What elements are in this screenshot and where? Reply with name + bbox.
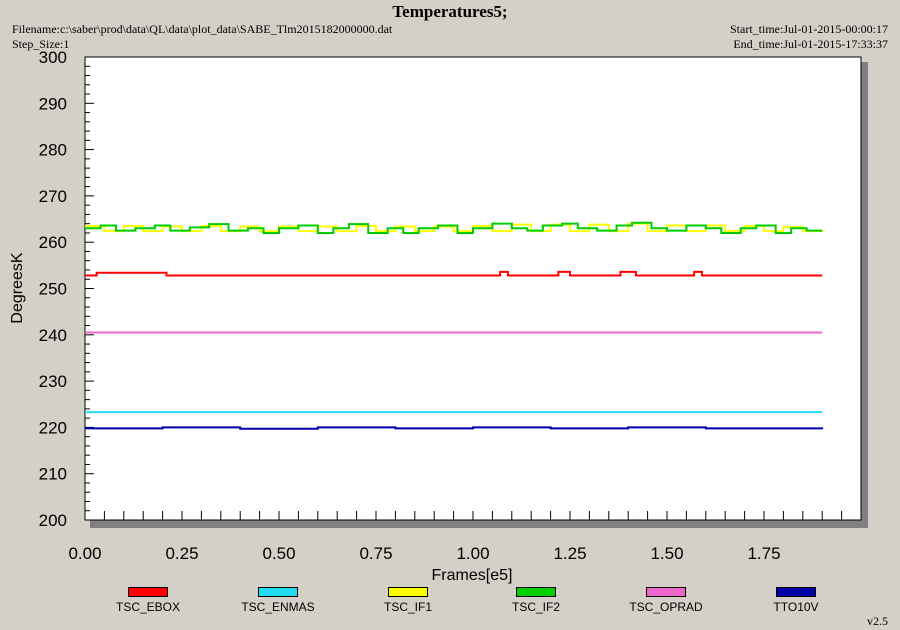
y-tick-label: 200 <box>39 511 67 530</box>
legend-label: TSC_ENMAS <box>241 600 315 614</box>
x-tick-label: 1.50 <box>650 544 683 563</box>
y-tick-label: 230 <box>39 372 67 391</box>
legend-label: TTO10V <box>773 600 819 614</box>
legend-swatch <box>516 587 556 597</box>
chart-title: Temperatures5; <box>392 2 508 21</box>
legend-label: TSC_OPRAD <box>629 600 703 614</box>
x-axis: 0.00 0.25 0.50 0.75 1.00 1.25 1.50 1.75 <box>68 511 843 563</box>
y-tick-label: 220 <box>39 418 67 437</box>
x-tick-label: 1.25 <box>553 544 586 563</box>
version-label: v2.5 <box>867 614 888 628</box>
y-tick-label: 300 <box>39 48 67 67</box>
x-axis-label: Frames[e5] <box>432 567 513 584</box>
y-axis: 200 210 220 230 240 250 260 270 280 290 300 <box>39 48 94 530</box>
series-line-tsc_if2 <box>85 221 823 234</box>
legend-label: TSC_IF1 <box>383 600 432 614</box>
y-tick-label: 250 <box>39 280 67 299</box>
series-line-tsc_ebox <box>85 270 823 277</box>
y-tick-label: 210 <box>39 465 67 484</box>
filename-label: Filename:c:\saber\prod\data\QL\data\plot… <box>12 22 393 36</box>
series-line-tto10v <box>85 426 824 430</box>
legend-swatch <box>646 587 686 597</box>
legend-label: TSC_EBOX <box>115 600 181 614</box>
y-tick-label: 290 <box>39 94 67 113</box>
legend-swatch <box>128 587 168 597</box>
legend-swatch <box>258 587 298 597</box>
y-tick-label: 260 <box>39 233 67 252</box>
x-tick-label: 0.50 <box>262 544 295 563</box>
x-tick-label: 1.00 <box>456 544 489 563</box>
legend-label: TSC_IF2 <box>511 600 560 614</box>
x-tick-label: 0.75 <box>359 544 392 563</box>
plot-area <box>84 56 862 521</box>
legend-swatch <box>776 587 816 597</box>
start-time-label: Start_time:Jul-01-2015-00:00:17 <box>730 22 888 36</box>
x-tick-label: 0.00 <box>68 544 101 563</box>
y-tick-label: 270 <box>39 187 67 206</box>
series-lines <box>85 221 824 430</box>
y-axis-label: DegreesK <box>9 252 26 323</box>
legend-item-tsc_oprad: TSC_OPRAD <box>611 587 721 614</box>
legend-item-tsc_if1: TSC_IF1 <box>353 587 463 614</box>
step-size-label: Step_Size:1 <box>12 37 70 51</box>
x-tick-label: 0.25 <box>165 544 198 563</box>
y-tick-label: 280 <box>39 141 67 160</box>
end-time-label: End_time:Jul-01-2015-17:33:37 <box>733 37 888 51</box>
legend-item-tsc_if2: TSC_IF2 <box>481 587 591 614</box>
legend-item-tto10v: TTO10V <box>741 587 851 614</box>
legend-swatch <box>388 587 428 597</box>
x-tick-label: 1.75 <box>747 544 780 563</box>
legend-item-tsc_enmas: TSC_ENMAS <box>223 587 333 614</box>
y-tick-label: 240 <box>39 326 67 345</box>
legend-item-tsc_ebox: TSC_EBOX <box>93 587 203 614</box>
